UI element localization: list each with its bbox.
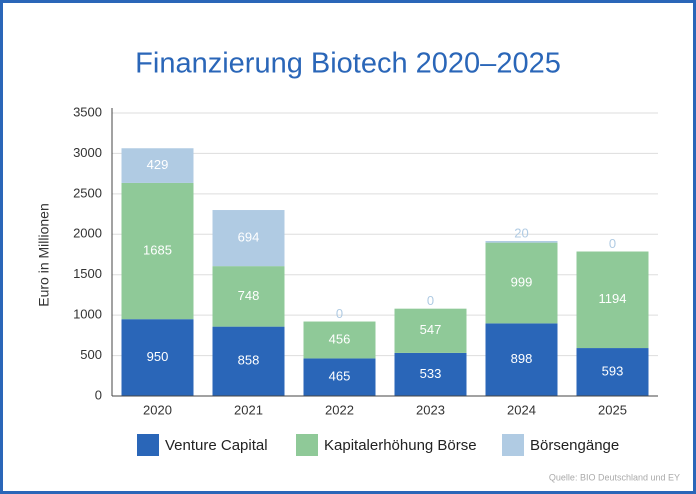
x-tick-label: 2023 <box>416 402 445 417</box>
legend-label: Kapitalerhöhung Börse <box>324 437 477 454</box>
bar-segment <box>121 319 194 396</box>
bar-segment <box>485 323 558 396</box>
bar-segment <box>212 326 285 396</box>
bar-segment <box>121 148 194 183</box>
y-tick-label: 1000 <box>73 307 102 322</box>
bar-segment <box>576 251 649 349</box>
y-tick-label: 3000 <box>73 145 102 160</box>
y-tick-label: 2500 <box>73 185 102 200</box>
y-tick-label: 500 <box>80 347 102 362</box>
legend-label: Börsengänge <box>530 437 619 454</box>
legend-label: Venture Capital <box>165 437 268 454</box>
x-tick-label: 2021 <box>234 402 263 417</box>
bar-segment <box>576 348 649 396</box>
bar-segment <box>121 182 194 320</box>
x-tick-label: 2022 <box>325 402 354 417</box>
data-label: 465 <box>329 369 351 384</box>
data-label: 0 <box>336 306 343 321</box>
bar-segment <box>485 240 558 243</box>
data-label: 1685 <box>143 243 172 258</box>
y-axis-label: Euro in Millionen <box>36 203 52 307</box>
legend-swatch <box>502 434 524 456</box>
bar-segment <box>394 308 467 353</box>
y-tick-label: 3500 <box>73 104 102 119</box>
data-label: 0 <box>427 293 434 308</box>
legend-swatch <box>137 434 159 456</box>
data-label: 1194 <box>599 291 627 306</box>
data-label: 858 <box>238 353 260 368</box>
data-label: 20 <box>514 225 528 240</box>
y-tick-label: 2000 <box>73 226 102 241</box>
x-tick-label: 2024 <box>507 402 536 417</box>
y-tick-label: 0 <box>95 387 102 402</box>
data-label: 456 <box>329 331 351 346</box>
chart-title: Finanzierung Biotech 2020–2025 <box>135 48 561 80</box>
bar-segment <box>303 358 376 396</box>
x-tick-label: 2020 <box>143 402 172 417</box>
bar-segment <box>212 210 285 267</box>
bar-segment <box>394 352 467 396</box>
bar-segment <box>212 266 285 327</box>
data-label: 748 <box>238 288 260 303</box>
data-label: 533 <box>420 366 442 381</box>
legend-swatch <box>296 434 318 456</box>
data-label: 999 <box>511 274 533 289</box>
bar-segment <box>303 321 376 359</box>
data-label: 547 <box>420 322 442 337</box>
data-label: 694 <box>238 230 260 245</box>
data-label: 950 <box>147 349 169 364</box>
data-label: 0 <box>609 236 616 251</box>
y-tick-label: 1500 <box>73 266 102 281</box>
data-label: 593 <box>602 363 624 378</box>
data-label: 898 <box>511 351 533 366</box>
data-label: 429 <box>147 157 169 172</box>
bar-segment <box>485 242 558 324</box>
source: Quelle: BIO Deutschland und EY <box>549 472 680 482</box>
x-tick-label: 2025 <box>598 402 627 417</box>
